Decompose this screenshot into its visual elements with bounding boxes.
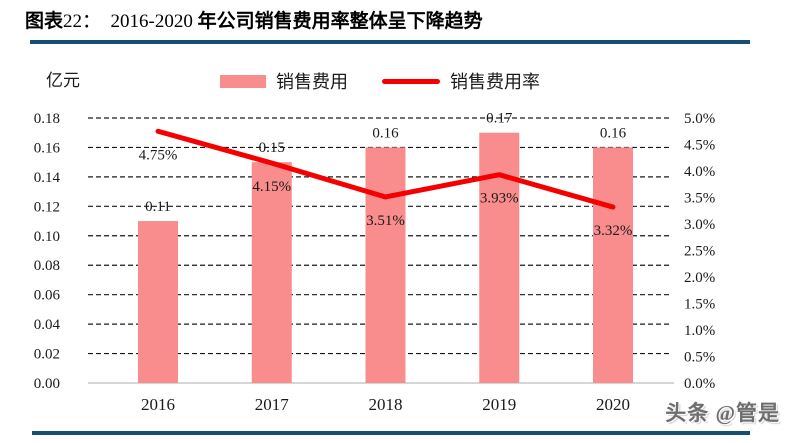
left-axis-tick-label: 0.10: [34, 229, 60, 245]
left-axis-tick-label: 0.12: [34, 199, 60, 215]
right-axis-tick-label: 3.5%: [684, 191, 715, 207]
right-axis-tick-label: 1.5%: [684, 297, 715, 313]
left-axis-unit-label: 亿元: [46, 71, 80, 90]
left-axis-tick-label: 0.14: [34, 170, 61, 186]
line-series-swatch: [382, 78, 440, 84]
legend-item-bar-series: 销售费用: [220, 68, 348, 94]
bar-2020: [593, 147, 633, 383]
bar-series-swatch: [220, 74, 266, 88]
right-axis-tick-label: 1.0%: [684, 323, 715, 339]
bottom-divider-rule: [32, 431, 750, 435]
figure-number: 22：: [63, 11, 102, 32]
title-year-range: 2016-2020: [110, 11, 193, 32]
bar-value-label: 0.16: [600, 125, 627, 141]
watermark: 头条 @管是: [665, 401, 780, 425]
right-axis-tick-label: 0.5%: [684, 350, 715, 366]
left-axis-tick-label: 0.02: [34, 347, 60, 363]
left-axis-tick-label: 0.18: [34, 111, 60, 127]
line-point-label: 4.15%: [252, 179, 291, 195]
x-axis-label-2019: 2019: [482, 395, 516, 414]
x-axis-label-2018: 2018: [369, 395, 403, 414]
right-axis-tick-label: 4.5%: [684, 138, 715, 154]
right-axis-tick-label: 4.0%: [684, 164, 715, 180]
left-axis-tick-label: 0.08: [34, 258, 60, 274]
chart-title: 图表22： 2016-2020 年公司销售费用率整体呈下降趋势: [25, 6, 483, 33]
right-axis-tick-label: 0.0%: [684, 376, 715, 392]
left-axis-tick-label: 0.04: [34, 317, 61, 333]
right-axis-tick-label: 2.5%: [684, 244, 715, 260]
legend-item-line-series: 销售费用率: [382, 68, 540, 94]
left-axis-tick-label: 0.06: [34, 288, 61, 304]
x-axis-label-2017: 2017: [255, 395, 290, 414]
title-text: 年公司销售费用率整体呈下降趋势: [197, 11, 483, 32]
line-series: [155, 128, 616, 210]
x-axis-label-2020: 2020: [596, 395, 630, 414]
right-axis-tick-label: 3.0%: [684, 217, 715, 233]
line-point-label: 3.32%: [594, 223, 633, 239]
bar-value-label: 0.17: [486, 111, 513, 127]
left-axis-tick-label: 0.00: [34, 376, 60, 392]
left-axis-tick-label: 0.16: [34, 140, 61, 156]
bar-2019: [479, 132, 520, 383]
line-point-label: 4.75%: [139, 147, 178, 163]
figure-label: 图表: [25, 11, 64, 32]
right-axis-tick-label: 2.0%: [684, 270, 715, 286]
bar-value-label: 0.11: [145, 199, 171, 215]
chart-legend: 销售费用 销售费用率: [0, 68, 760, 94]
bar-value-label: 0.15: [259, 140, 285, 156]
bar-2017: [251, 162, 292, 383]
line-series-label: 销售费用率: [450, 72, 540, 92]
x-axis-label-2016: 2016: [141, 395, 175, 414]
bar-2016: [138, 221, 178, 383]
bar-value-label: 0.16: [372, 125, 399, 141]
bar-2018: [365, 147, 406, 383]
line-point-label: 3.93%: [480, 191, 519, 207]
bar-series-label: 销售费用: [276, 72, 348, 92]
title-divider-rule: [30, 40, 750, 44]
right-axis-tick-label: 5.0%: [684, 111, 715, 127]
line-point-label: 3.51%: [366, 213, 405, 229]
